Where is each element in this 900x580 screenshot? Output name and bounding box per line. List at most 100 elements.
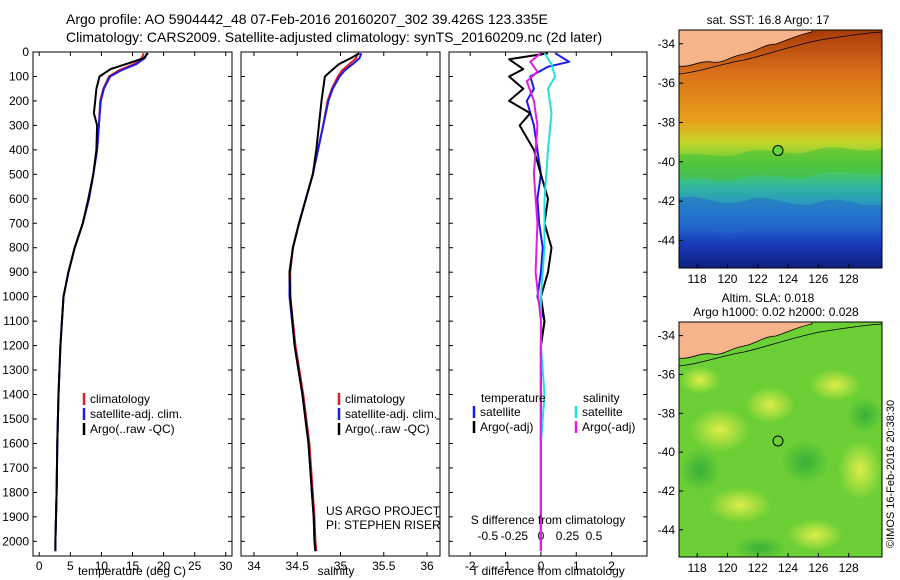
sst-cool-band bbox=[679, 196, 882, 234]
sla-low bbox=[734, 536, 786, 557]
series-line-satellite-adj-clim bbox=[288, 52, 363, 552]
series-line-s-argo-adj bbox=[525, 52, 542, 552]
map-x-tick-label: 118 bbox=[688, 272, 707, 286]
x-tick-label: 5 bbox=[67, 559, 74, 573]
x-tick-label: 30 bbox=[219, 559, 233, 573]
y-tick-label: 1100 bbox=[3, 314, 29, 328]
map-x-tick-label: 126 bbox=[808, 561, 828, 575]
y-tick-label: 1900 bbox=[2, 510, 29, 524]
y-tick-label: 1700 bbox=[2, 461, 29, 475]
sla-low bbox=[781, 440, 829, 484]
argo-float-marker[interactable] bbox=[772, 144, 784, 156]
legend-label-satellite: satellite-adj. clim. bbox=[345, 407, 437, 421]
map-x-tick-label: 118 bbox=[688, 561, 707, 575]
x-tick-label: 2 bbox=[608, 559, 615, 573]
legend-label-argo: Argo(..raw -QC) bbox=[90, 422, 175, 436]
y-tick-label: 1600 bbox=[2, 436, 29, 450]
sla-map-frame bbox=[678, 321, 883, 558]
map-y-tick-label: -38 bbox=[658, 115, 676, 129]
legend-title-temperature: temperature bbox=[481, 391, 546, 405]
bathymetry-contour bbox=[679, 323, 882, 367]
map-x-tick-label: 126 bbox=[808, 272, 828, 286]
sst-map-title: sat. SST: 16.8 Argo: 17 bbox=[707, 13, 830, 27]
y-tick-label: 500 bbox=[9, 167, 29, 181]
top-tick-label: 0.25 bbox=[556, 529, 580, 543]
x-tick-label: -2 bbox=[465, 559, 476, 573]
difference-top-label: S difference from climatology bbox=[471, 513, 626, 527]
y-tick-label: 200 bbox=[9, 94, 29, 108]
x-tick-label: 34 bbox=[247, 559, 261, 573]
legend-label-t-argo: Argo(-adj) bbox=[480, 420, 533, 434]
difference-legend: temperature salinity satellite Argo(-adj… bbox=[472, 391, 635, 434]
map-y-tick-label: -42 bbox=[658, 484, 676, 498]
y-tick-label: 900 bbox=[9, 265, 29, 279]
map-y-tick-label: -36 bbox=[658, 367, 676, 381]
series-line-satellite-adj-clim bbox=[54, 52, 148, 552]
salinity-xlabel: salinity bbox=[318, 564, 355, 578]
salinity-panel bbox=[240, 51, 441, 557]
coastline-land bbox=[679, 30, 813, 67]
title-line-1: Argo profile: AO 5904442_48 07-Feb-2016 … bbox=[66, 11, 548, 27]
legend-label-t-satellite: satellite bbox=[480, 405, 521, 419]
x-tick-label: 0 bbox=[538, 559, 545, 573]
map-x-tick-label: 128 bbox=[839, 561, 859, 575]
imos-credit: ©IMOS 16-Feb-2016 20:38:30 bbox=[885, 400, 897, 548]
map-y-tick-label: -34 bbox=[658, 37, 676, 51]
title-line-2: Climatology: CARS2009. Satellite-adjuste… bbox=[66, 29, 602, 45]
argo-float-marker[interactable] bbox=[772, 435, 784, 447]
map-y-tick-label: -36 bbox=[658, 76, 676, 90]
x-tick-label: 34.5 bbox=[286, 559, 310, 573]
sla-high bbox=[838, 440, 882, 500]
y-tick-label: 300 bbox=[9, 118, 29, 132]
map-x-tick-label: 122 bbox=[748, 272, 768, 286]
map-x-tick-label: 122 bbox=[748, 561, 768, 575]
temperature-chart: 0 5 10 15 20 25 300100200300400500600700800900… bbox=[2, 45, 232, 573]
bathymetry-contour bbox=[679, 31, 882, 75]
y-tick-label: 700 bbox=[9, 216, 29, 230]
x-tick-label: 35.5 bbox=[372, 559, 396, 573]
map-y-tick-label: -40 bbox=[658, 155, 676, 169]
y-tick-label: 400 bbox=[9, 143, 29, 157]
difference-panel bbox=[448, 51, 648, 557]
sla-map bbox=[679, 322, 882, 557]
x-tick-label: 35 bbox=[334, 559, 348, 573]
legend-label-s-satellite: satellite bbox=[582, 405, 623, 419]
legend-label-climatology: climatology bbox=[90, 392, 150, 406]
coastline-land bbox=[679, 322, 813, 359]
series-line-argo-raw-qc bbox=[288, 52, 360, 552]
sst-map-frame bbox=[678, 29, 883, 269]
x-tick-label: 20 bbox=[157, 559, 171, 573]
x-tick-label: 25 bbox=[188, 559, 202, 573]
sst-front-band bbox=[679, 147, 882, 181]
pi-label: PI: STEPHEN RISER bbox=[326, 518, 441, 532]
sla-high bbox=[787, 519, 843, 551]
y-tick-label: 1200 bbox=[2, 339, 29, 353]
legend-label-s-argo: Argo(-adj) bbox=[582, 420, 635, 434]
sla-high bbox=[680, 366, 720, 394]
y-tick-label: 600 bbox=[9, 192, 29, 206]
top-tick-label: -0.25 bbox=[501, 529, 529, 543]
y-tick-label: 0 bbox=[22, 45, 29, 59]
y-tick-label: 100 bbox=[9, 69, 29, 83]
sla-low bbox=[847, 397, 882, 433]
x-tick-label: -1 bbox=[500, 559, 511, 573]
map-x-tick-label: 120 bbox=[717, 272, 737, 286]
sla-high bbox=[690, 408, 750, 452]
y-tick-label: 1500 bbox=[2, 412, 29, 426]
x-tick-label: 10 bbox=[95, 559, 109, 573]
x-tick-label: 0 bbox=[36, 559, 43, 573]
top-tick-label: -0.5 bbox=[478, 529, 499, 543]
sla-high bbox=[708, 487, 772, 523]
y-tick-label: 1300 bbox=[2, 363, 29, 377]
map-y-tick-label: -44 bbox=[658, 233, 676, 247]
project-label: US ARGO PROJECT bbox=[326, 504, 441, 518]
sla-map-title: Altim. SLA: 0.018 bbox=[722, 291, 815, 305]
sla-high bbox=[745, 387, 795, 423]
sla-high bbox=[809, 369, 861, 401]
series-line-climatology bbox=[289, 52, 359, 552]
legend-label-satellite: satellite-adj. clim. bbox=[90, 407, 182, 421]
legend-label-climatology: climatology bbox=[345, 392, 405, 406]
sst-map bbox=[679, 30, 882, 268]
series-line-argo-raw-qc bbox=[54, 52, 149, 552]
difference-chart: -2 -1 0 1 2-0.5 -0.25 0 0.25 0.5 bbox=[449, 51, 647, 573]
